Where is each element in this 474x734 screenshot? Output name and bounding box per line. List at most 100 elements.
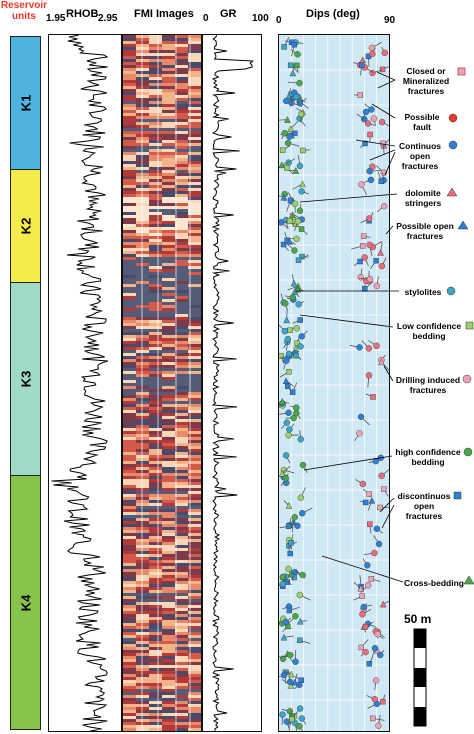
fmi-pixel	[149, 143, 162, 146]
fmi-pixel	[162, 623, 175, 626]
fmi-pixel	[123, 248, 136, 251]
fmi-pixel	[175, 608, 188, 611]
fmi-pixel	[136, 656, 149, 659]
fmi-pixel	[188, 446, 201, 449]
fmi-pixel	[188, 137, 201, 140]
dip-tadpole-triangle	[279, 469, 286, 477]
fmi-pixel	[162, 158, 175, 161]
fmi-pixel	[188, 311, 201, 314]
fmi-pixel	[188, 146, 201, 149]
dip-tadpole-circle	[282, 300, 289, 307]
fmi-pixel	[123, 386, 136, 389]
fmi-pixel	[136, 281, 149, 284]
fmi-pixel	[162, 653, 175, 656]
fmi-pixel	[175, 722, 188, 725]
fmi-pixel	[175, 185, 188, 188]
fmi-pixel	[162, 431, 175, 434]
dip-tadpole-circle	[283, 97, 290, 105]
dip-tadpole-triangle	[284, 116, 291, 123]
fmi-pixel	[162, 494, 175, 497]
fmi-pixel	[149, 35, 162, 38]
dip-tadpole-circle	[291, 200, 299, 208]
fmi-pixel	[162, 413, 175, 416]
fmi-pixel	[136, 188, 149, 191]
fmi-pixel	[175, 461, 188, 464]
fmi-pixel	[175, 659, 188, 662]
fmi-pixel	[149, 281, 162, 284]
fmi-pixel	[175, 521, 188, 524]
fmi-pixel	[188, 539, 201, 542]
fmi-pixel	[149, 56, 162, 59]
dip-tadpole-square	[294, 340, 300, 346]
fmi-pixel	[188, 74, 201, 77]
fmi-pixel	[188, 713, 201, 716]
fmi-pixel	[136, 695, 149, 698]
dip-tadpole-circle	[368, 106, 375, 113]
dip-tadpole-circle	[285, 409, 292, 417]
fmi-pixel	[188, 194, 201, 197]
fmi-pixel	[149, 38, 162, 41]
fmi-pixel	[123, 350, 136, 353]
drilling-induced-circle-icon	[462, 374, 472, 384]
fmi-pixel	[175, 371, 188, 374]
dip-tadpole-circle	[289, 294, 296, 301]
fmi-pixel	[175, 518, 188, 521]
fmi-pixel	[136, 461, 149, 464]
fmi-pixel	[188, 71, 201, 74]
possible-fault-circle-icon	[448, 113, 458, 123]
fmi-pixel	[136, 68, 149, 71]
fmi-pixel	[175, 557, 188, 560]
fmi-pixel	[188, 632, 201, 635]
dip-tadpole-square	[288, 539, 294, 546]
dip-tadpole-triangle	[299, 180, 306, 188]
fmi-pixel	[175, 473, 188, 476]
fmi-pixel	[123, 599, 136, 602]
fmi-pixel	[188, 569, 201, 572]
dip-tadpole-circle	[371, 695, 378, 703]
fmi-pixel	[149, 635, 162, 638]
fmi-pixel	[136, 65, 149, 68]
fmi-pixel	[162, 221, 175, 224]
fmi-pixel	[149, 53, 162, 56]
fmi-pixel	[123, 515, 136, 518]
fmi-pixel	[162, 584, 175, 587]
fmi-pixel	[149, 608, 162, 611]
fmi-pixel	[162, 320, 175, 323]
fmi-pixel	[149, 119, 162, 122]
dip-tadpole-square	[293, 352, 299, 359]
fmi-pixel	[123, 182, 136, 185]
dip-tadpole-circle	[373, 525, 381, 532]
rhob-title: RHOB	[66, 8, 99, 20]
fmi-pixel	[175, 668, 188, 671]
fmi-pixel	[149, 341, 162, 344]
dip-tadpole-circle	[293, 235, 300, 243]
fmi-pixel	[162, 164, 175, 167]
dip-tadpole-circle	[365, 372, 373, 379]
fmi-pixel	[149, 224, 162, 227]
fmi-track	[122, 34, 202, 732]
fmi-pixel	[162, 167, 175, 170]
fmi-pixel	[175, 80, 188, 83]
fmi-pixel	[123, 275, 136, 278]
dip-tadpole-circle	[293, 404, 300, 411]
fmi-pixel	[175, 569, 188, 572]
fmi-image-log	[123, 35, 201, 731]
fmi-pixel	[188, 626, 201, 629]
fmi-pixel	[188, 605, 201, 608]
fmi-pixel	[162, 665, 175, 668]
fmi-pixel	[188, 197, 201, 200]
fmi-pixel	[149, 95, 162, 98]
fmi-pixel	[188, 65, 201, 68]
fmi-pixel	[123, 710, 136, 713]
fmi-pixel	[136, 617, 149, 620]
fmi-pixel	[175, 44, 188, 47]
fmi-pixel	[188, 596, 201, 599]
fmi-pixel	[188, 239, 201, 242]
fmi-pixel	[136, 56, 149, 59]
fmi-pixel	[123, 404, 136, 407]
fmi-pixel	[188, 656, 201, 659]
fmi-pixel	[123, 347, 136, 350]
dip-tadpole-square	[366, 491, 373, 497]
fmi-pixel	[175, 188, 188, 191]
fmi-pixel	[175, 212, 188, 215]
